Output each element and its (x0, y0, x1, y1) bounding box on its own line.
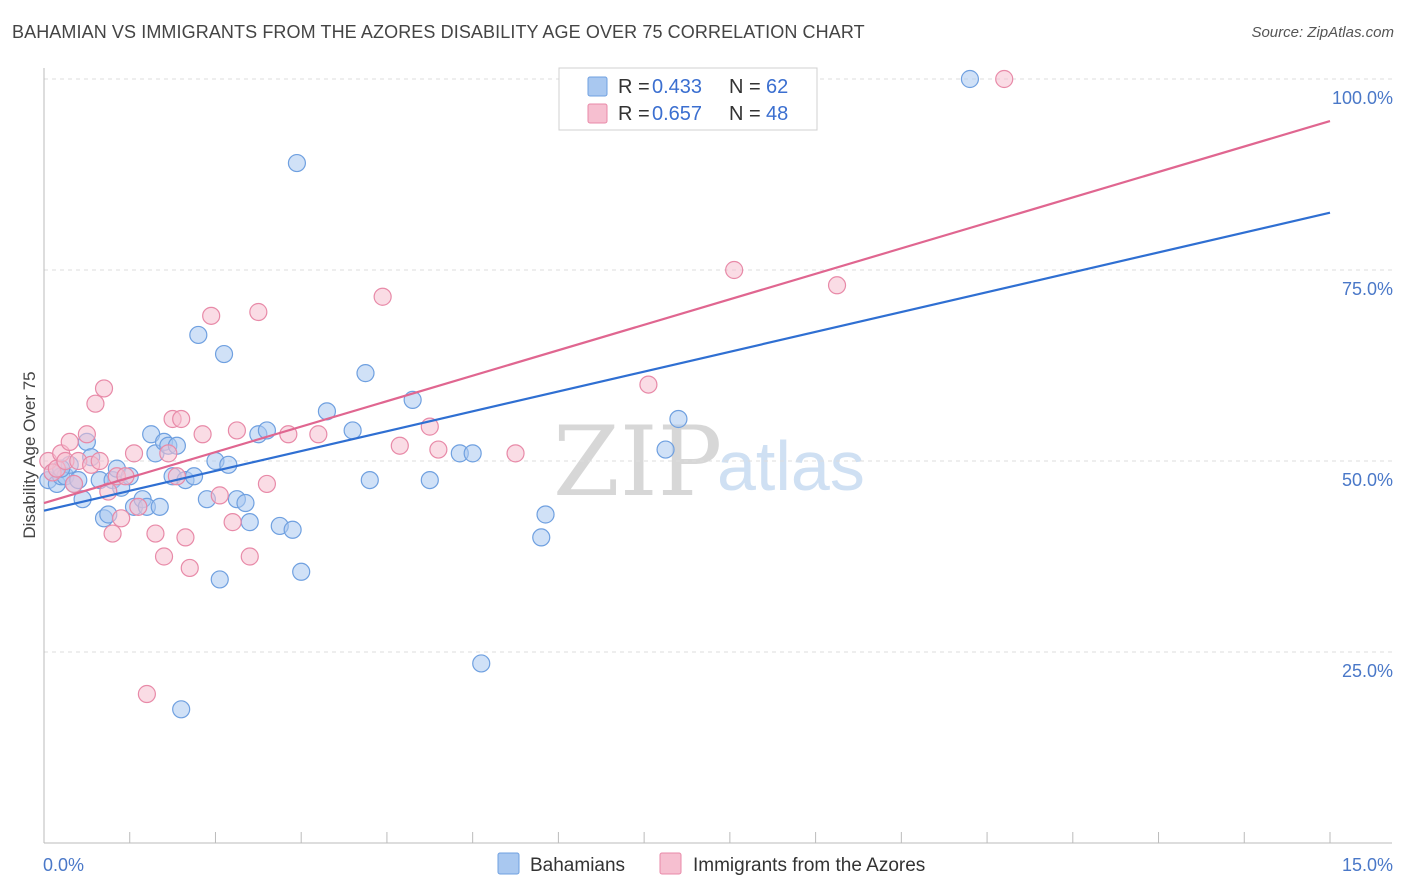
legend-n-value-2: 48 (766, 103, 788, 125)
series-legend: Bahamians Immigrants from the Azores (497, 852, 925, 876)
azores-point (202, 306, 221, 325)
y-axis-label: Disability Age Over 75 (20, 371, 39, 538)
chart-title: BAHAMIAN VS IMMIGRANTS FROM THE AZORES D… (12, 22, 865, 42)
source-note: Source: ZipAtlas.com (1251, 24, 1394, 41)
azores-point (112, 509, 131, 528)
y-tick-label: 25.0% (1342, 661, 1393, 681)
azores-point (154, 547, 174, 566)
y-tick-labels: 25.0% 50.0% 75.0% 100.0% (1332, 88, 1393, 681)
azores-point (176, 528, 195, 547)
bahamians-point (240, 513, 259, 532)
azores-point (429, 440, 448, 459)
azores-point (995, 69, 1014, 89)
bahamians-point (463, 444, 482, 463)
bahamians-point (214, 344, 234, 364)
bahamians-point (536, 505, 555, 524)
azores-point (506, 444, 525, 463)
legend-swatch-azores (587, 103, 608, 124)
bahamians-point (210, 570, 229, 589)
series-bahamians-points (39, 69, 980, 719)
bahamians-point (669, 409, 688, 429)
bahamians-point (472, 654, 491, 673)
azores-point (827, 276, 847, 295)
bahamians-point (532, 528, 551, 547)
bottom-legend-swatch-bahamians (497, 852, 520, 875)
legend-n-label-1: N = (729, 76, 761, 98)
x-tick-label: 0.0% (43, 855, 84, 875)
bahamians-point (292, 562, 311, 581)
azores-point (86, 394, 105, 413)
azores-point (90, 451, 109, 471)
bahamians-point (236, 493, 255, 513)
azores-point (223, 513, 242, 532)
bahamians-point (283, 520, 302, 539)
bahamians-point (189, 325, 208, 345)
azores-point (77, 425, 96, 444)
y-tick-label: 50.0% (1342, 470, 1393, 490)
azores-point (390, 436, 409, 455)
bottom-legend-label-bahamians: Bahamians (530, 855, 625, 876)
bahamians-point (420, 471, 439, 490)
azores-point (240, 547, 259, 566)
bahamians-trend-line (43, 211, 1331, 512)
x-tick-labels: 0.0% 15.0% (43, 855, 1393, 875)
azores-point (64, 474, 84, 494)
azores-point (373, 287, 392, 306)
azores-point (725, 260, 744, 280)
bahamians-point (356, 364, 375, 383)
series-azores-points (39, 69, 1014, 704)
legend-r-value-1: 0.433 (652, 76, 702, 98)
bottom-legend-swatch-azores (659, 852, 682, 875)
azores-point (227, 421, 246, 440)
azores-point (249, 302, 268, 322)
legend-r-value-2: 0.657 (652, 103, 702, 125)
azores-point (124, 444, 144, 463)
bottom-legend-label-azores: Immigrants from the Azores (693, 855, 925, 876)
azores-point (172, 409, 191, 429)
azores-point (159, 444, 178, 463)
bahamians-point (287, 153, 307, 173)
azores-point (180, 558, 199, 578)
bahamians-point (150, 497, 169, 516)
correlation-legend: R = 0.433 N = 62 R = 0.657 N = 48 (558, 67, 818, 131)
y-tick-label: 75.0% (1342, 279, 1393, 299)
legend-r-label-2: R = (618, 103, 650, 125)
azores-point (94, 379, 114, 398)
azores-point (137, 684, 156, 704)
bahamians-point (343, 421, 362, 440)
watermark-atlas: atlas (717, 427, 865, 505)
azores-point (210, 486, 229, 505)
bahamians-point (360, 471, 379, 490)
y-tick-label: 100.0% (1332, 88, 1393, 108)
azores-point (639, 375, 658, 394)
legend-n-value-1: 62 (766, 76, 788, 98)
azores-point (146, 524, 165, 543)
azores-point (193, 425, 212, 444)
azores-point (257, 474, 277, 494)
bahamians-point (219, 455, 238, 474)
azores-point (60, 432, 79, 451)
legend-n-label-2: N = (729, 103, 761, 125)
legend-r-label-1: R = (618, 76, 650, 98)
bahamians-point (960, 69, 980, 89)
azores-point (129, 497, 148, 516)
x-tick-label: 15.0% (1342, 855, 1393, 875)
azores-point (309, 425, 328, 444)
legend-swatch-bahamians (587, 76, 608, 97)
bahamians-point (172, 700, 191, 719)
gridlines (44, 78, 1392, 653)
x-axis-ticks (129, 832, 1331, 843)
watermark-zip: ZIP (553, 406, 722, 518)
azores-point (103, 524, 122, 543)
azores-trend-line (43, 119, 1331, 505)
bahamians-point (656, 440, 675, 459)
